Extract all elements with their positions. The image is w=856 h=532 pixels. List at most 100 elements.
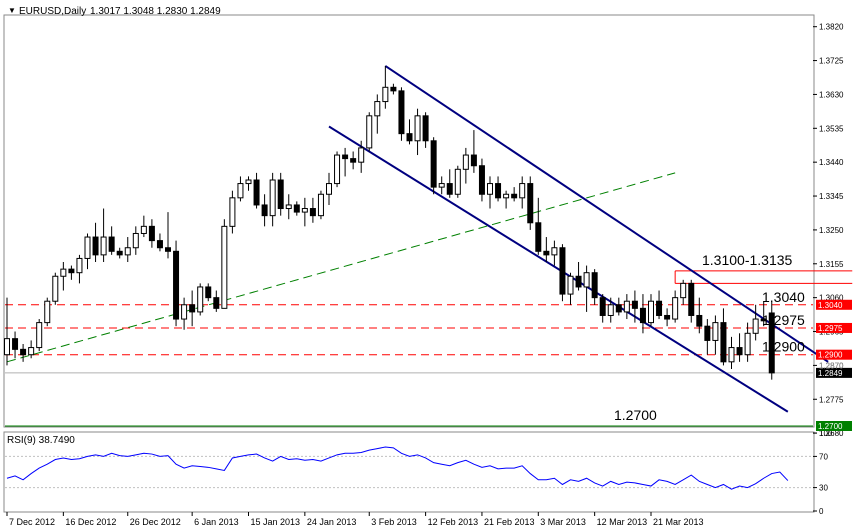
- candle-body-bullish: [583, 272, 590, 288]
- candle-body-bullish: [132, 232, 139, 249]
- candle-body-bullish: [728, 347, 735, 363]
- candle: [527, 176, 534, 230]
- collapse-arrow-icon[interactable]: ▼: [8, 6, 16, 15]
- candle: [495, 176, 502, 202]
- price-tick-label: 1.3345: [819, 192, 844, 201]
- candle-body-bearish: [495, 183, 502, 199]
- candle: [639, 294, 646, 334]
- level-price-tag: [816, 299, 852, 310]
- candle-body-bullish: [462, 154, 469, 170]
- candle: [543, 237, 550, 262]
- level-label: 1.2975: [762, 312, 805, 328]
- support-price-tag-text: 1.2700: [818, 422, 843, 431]
- candle: [334, 151, 341, 188]
- candle-body-bullish: [366, 115, 373, 149]
- candle: [132, 226, 139, 255]
- candle-body-bullish: [221, 225, 228, 309]
- candle-body-bearish: [768, 312, 775, 374]
- channel-upper-line[interactable]: [384, 65, 829, 363]
- rsi-panel-frame: [3, 431, 815, 513]
- level-price-tag: [816, 322, 852, 333]
- candle: [285, 194, 292, 220]
- candle: [470, 130, 477, 173]
- candle-body-bullish: [326, 183, 332, 195]
- candle: [100, 208, 107, 262]
- candle: [221, 219, 228, 309]
- candle: [237, 176, 244, 202]
- candle: [760, 301, 767, 327]
- candle-body-bullish: [414, 115, 421, 142]
- candle-body-bullish: [607, 304, 614, 316]
- candle-body-bearish: [615, 304, 622, 313]
- price-tick-label: 1.3820: [819, 23, 844, 32]
- candle: [108, 226, 115, 255]
- rsi-title: RSI(9) 38.7490: [7, 435, 75, 446]
- candle-body-bearish: [20, 348, 27, 356]
- candle: [583, 265, 590, 312]
- candle: [36, 319, 43, 352]
- candle: [398, 87, 405, 141]
- candle-body-bearish: [430, 140, 437, 188]
- candle: [688, 279, 695, 323]
- level-label: 1.2900: [762, 339, 805, 355]
- candle: [277, 172, 284, 216]
- time-axis: 7 Dec 2012 16 Dec 2012 26 Dec 2012 6 Jan 20…: [6, 512, 704, 527]
- time-tick-label: 7 Dec 2012: [9, 517, 55, 527]
- candle-body-bearish: [261, 204, 268, 217]
- candle: [358, 140, 365, 173]
- candle-body-bearish: [68, 268, 75, 274]
- candle: [430, 137, 437, 195]
- candle: [12, 331, 19, 359]
- candle-body-bullish: [680, 282, 687, 299]
- candle: [4, 297, 10, 366]
- support-price-tag: [816, 421, 852, 431]
- candle: [615, 297, 622, 316]
- candle: [124, 237, 131, 262]
- candle-body-bullish: [28, 347, 35, 356]
- candle-body-bullish: [623, 300, 630, 313]
- candle-body-bearish: [631, 300, 638, 309]
- candle: [205, 283, 212, 302]
- candle-body-bearish: [422, 115, 429, 142]
- candle-body-bullish: [503, 193, 510, 199]
- candle: [28, 340, 35, 359]
- candle: [229, 190, 236, 234]
- candle-body-bullish: [551, 247, 558, 256]
- candle: [414, 108, 421, 156]
- price-tick-label: 1.2870: [819, 361, 844, 370]
- candle-body-bullish: [100, 236, 107, 256]
- level-labels: 1.3100-1.3135 1.3040 1.2975 1.2900 1.2700: [614, 252, 805, 423]
- time-tick-label: 24 Jan 2013: [307, 517, 357, 527]
- candle-body-bearish: [720, 322, 727, 363]
- candle: [631, 290, 638, 323]
- price-tick-label: 1.2775: [819, 395, 844, 404]
- candle-body-bearish: [543, 250, 550, 256]
- candle: [454, 165, 461, 198]
- candle: [156, 233, 163, 252]
- candle-body-bullish: [60, 268, 67, 277]
- candle: [551, 240, 558, 266]
- rsi-tick-label: 30: [819, 484, 828, 493]
- candle: [680, 279, 687, 305]
- candle: [752, 304, 759, 341]
- candle: [744, 322, 751, 362]
- candle: [76, 254, 83, 284]
- rsi-tick-label: 70: [819, 452, 828, 461]
- candle: [213, 290, 220, 312]
- channel-lower-line[interactable]: [328, 125, 789, 413]
- level-label: 1.3040: [762, 289, 805, 305]
- candle-body-bearish: [575, 275, 582, 288]
- candle: [245, 176, 252, 191]
- time-tick-label: 21 Mar 2013: [653, 517, 704, 527]
- candle: [116, 247, 123, 259]
- candle-body-bearish: [309, 208, 316, 217]
- rising-trendline[interactable]: [6, 172, 676, 363]
- candle-body-bullish: [181, 304, 188, 320]
- candle-body-bearish: [350, 158, 357, 163]
- time-tick-label: 12 Mar 2013: [597, 517, 648, 527]
- candle: [599, 294, 606, 323]
- time-tick-label: 3 Feb 2013: [371, 517, 417, 527]
- candle: [422, 112, 429, 148]
- candle-body-bullish: [334, 154, 341, 185]
